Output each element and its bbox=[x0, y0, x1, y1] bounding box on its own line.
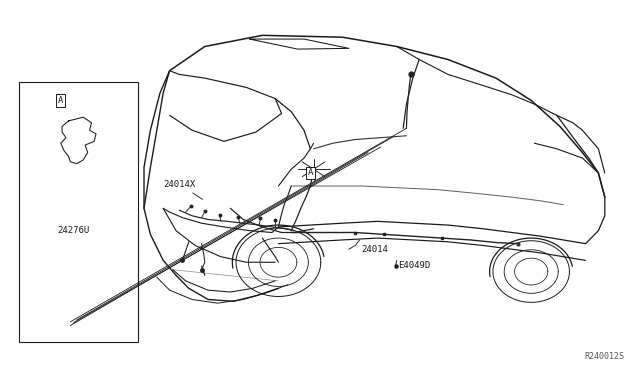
Text: A: A bbox=[58, 96, 63, 105]
Text: 24276U: 24276U bbox=[58, 226, 90, 235]
Bar bbox=[19, 82, 138, 342]
Text: R240012S: R240012S bbox=[584, 352, 624, 361]
Text: 24014X: 24014X bbox=[163, 180, 202, 199]
Text: 24014: 24014 bbox=[362, 245, 388, 254]
Text: E4049D: E4049D bbox=[398, 262, 430, 270]
Text: A: A bbox=[308, 169, 313, 177]
